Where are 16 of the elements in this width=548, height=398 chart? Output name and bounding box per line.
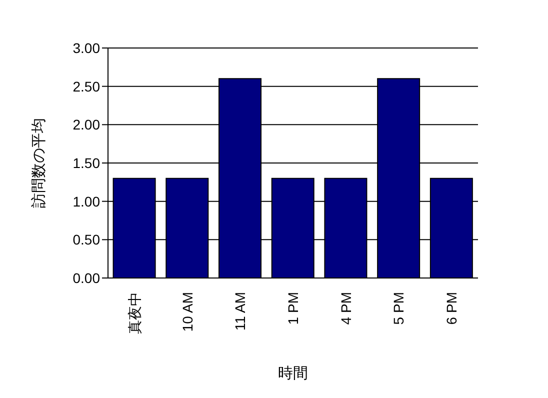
y-tick-label: 0.50: [72, 232, 100, 248]
y-tick-label: 2.00: [72, 116, 100, 133]
x-tick-label: 真夜中: [126, 292, 142, 334]
y-tick-label: 1.00: [72, 193, 100, 210]
x-axis-title: 時間: [278, 365, 308, 382]
y-tick-label: 1.50: [72, 154, 100, 171]
x-tick-label: 5 PM: [390, 292, 407, 325]
y-tick-label: 0.00: [72, 270, 100, 286]
x-tick-label: 6 PM: [444, 292, 460, 325]
y-tick-label: 3.00: [72, 40, 100, 56]
y-axis-title: 訪問数の平均: [30, 118, 48, 208]
x-tick-label: 1 PM: [285, 292, 301, 325]
x-tick-label: 11 AM: [232, 292, 248, 331]
x-tick-label: 4 PM: [338, 292, 354, 325]
x-tick-label: 10 AM: [179, 292, 196, 332]
y-tick-label: 2.50: [72, 78, 100, 94]
